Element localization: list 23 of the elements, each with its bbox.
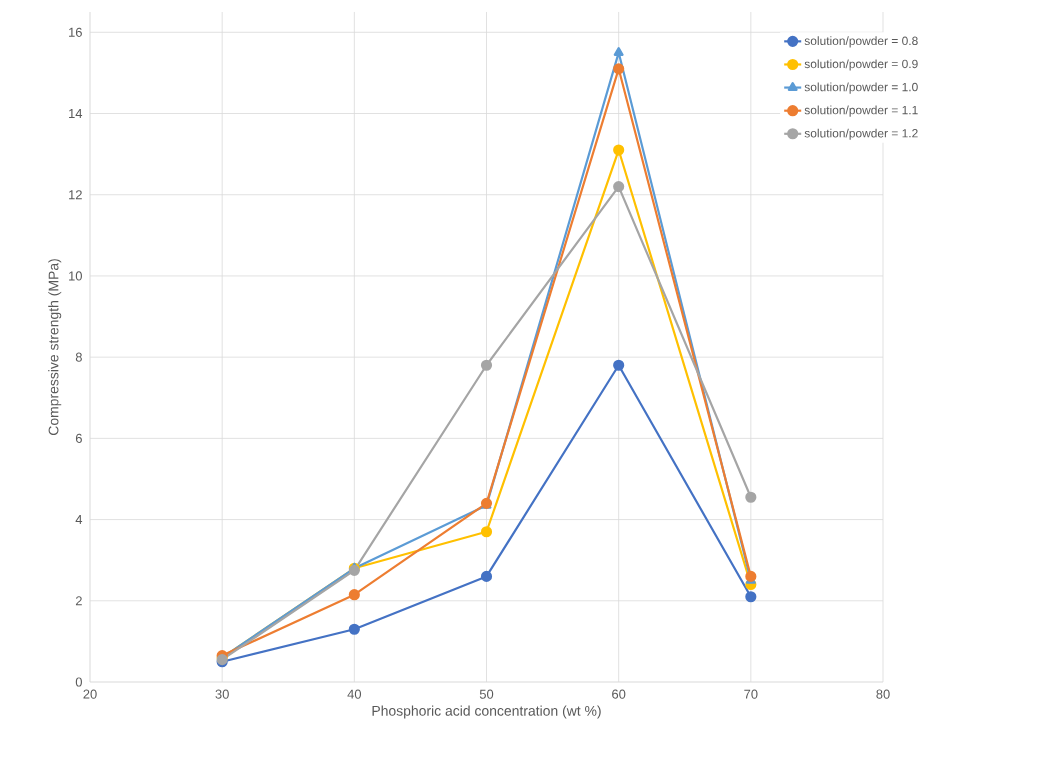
y-tick-label: 2 bbox=[75, 596, 82, 606]
y-tick-label: 10 bbox=[69, 271, 82, 281]
legend-label: solution/powder = 1.0 bbox=[804, 82, 918, 94]
x-axis-title: Phosphoric acid concentration (wt %) bbox=[372, 705, 601, 719]
x-tick-label: 30 bbox=[215, 689, 229, 699]
x-tick-label: 70 bbox=[744, 689, 758, 699]
y-tick-label: 0 bbox=[75, 677, 82, 687]
legend-label: solution/powder = 0.8 bbox=[804, 36, 918, 48]
x-tick-label: 60 bbox=[612, 689, 626, 699]
x-tick-label: 40 bbox=[347, 689, 362, 699]
y-tick-label: 14 bbox=[69, 109, 83, 118]
y-tick-label: 8 bbox=[75, 352, 82, 362]
x-tick-label: 50 bbox=[479, 689, 494, 699]
x-tick-label: 80 bbox=[876, 689, 890, 699]
y-axis-title: Compressive strength (MPa) bbox=[48, 259, 62, 436]
y-tick-label: 16 bbox=[69, 27, 82, 37]
legend-label: solution/powder = 0.9 bbox=[804, 59, 918, 71]
y-tick-label: 4 bbox=[75, 515, 83, 525]
y-tick-label: 12 bbox=[69, 190, 82, 200]
legend-label: solution/powder = 1.1 bbox=[804, 105, 918, 117]
legend-label: solution/powder = 1.2 bbox=[804, 128, 918, 140]
x-tick-label: 20 bbox=[83, 689, 97, 699]
y-tick-label: 6 bbox=[75, 433, 82, 443]
